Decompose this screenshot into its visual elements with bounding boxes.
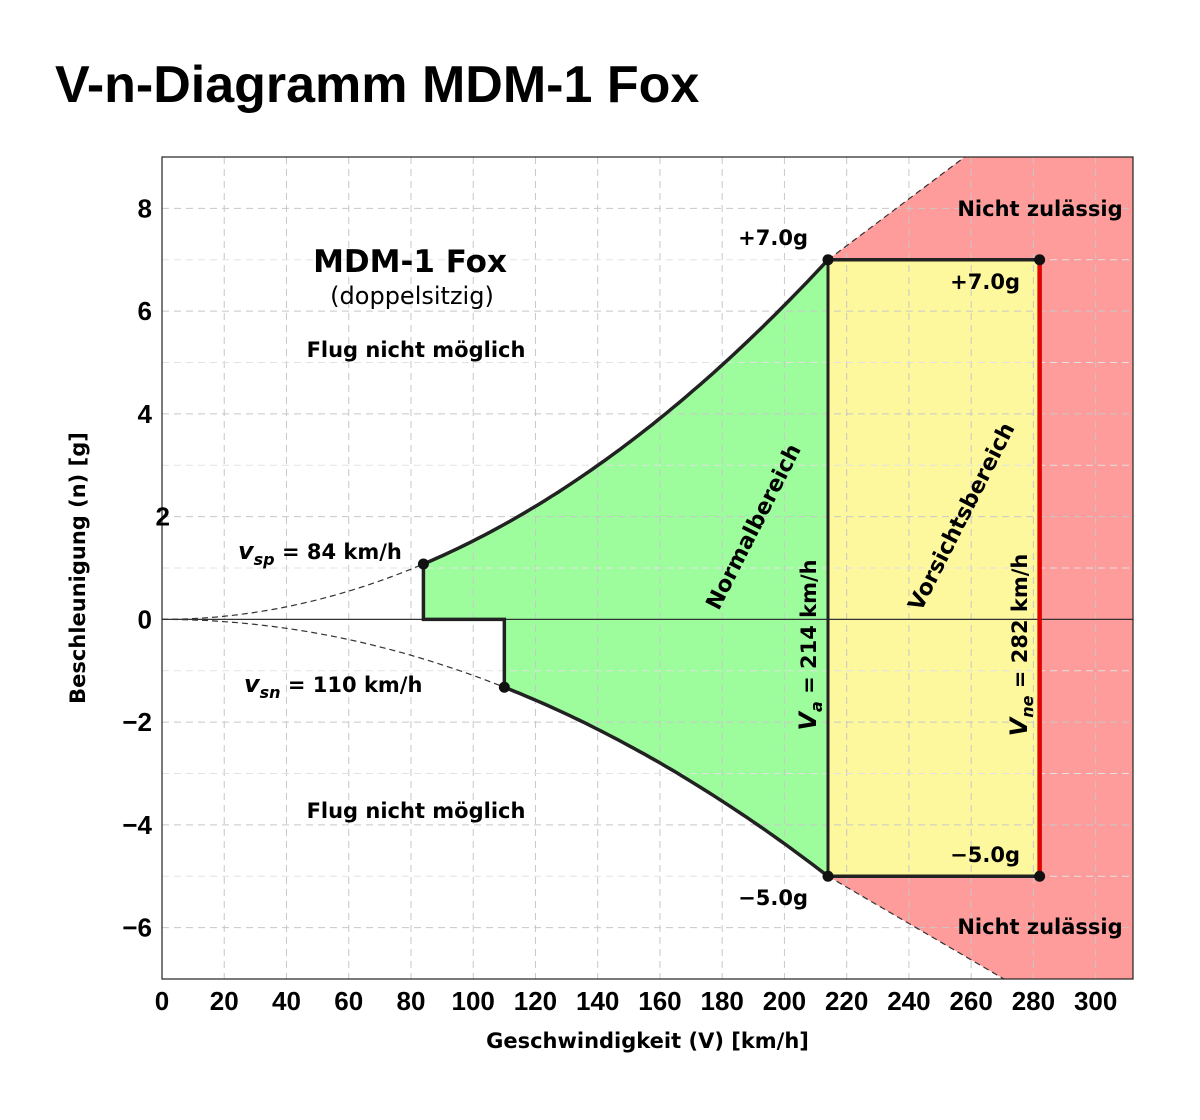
envelope-lines	[162, 157, 1133, 979]
label-vne: Vne = 282 km/h	[1005, 554, 1037, 737]
x-tick-label: 260	[949, 986, 992, 1016]
y-tick-label: 6	[138, 296, 152, 326]
x-tick-label: 300	[1074, 986, 1117, 1016]
x-tick-label: 0	[155, 986, 169, 1016]
region-label-no-flight-top: Flug nicht möglich	[307, 338, 526, 362]
label-n-neg-right: −5.0g	[950, 843, 1020, 867]
page-title: V-n-Diagramm MDM-1 Fox	[55, 56, 700, 114]
stall-step	[421, 563, 507, 688]
point-vne-neg	[1034, 870, 1046, 882]
label-vsn: vsn = 110 km/h	[244, 670, 422, 702]
region-label-not-allowed-top: Nicht zulässig	[957, 197, 1122, 221]
point-vsp	[417, 558, 429, 570]
x-tick-labels: 0 20 40 60 80 100 120 140 160 180 200 220 240 260 280 3…	[155, 986, 1118, 1016]
stall-curve-positive	[422, 258, 830, 566]
x-tick-label: 240	[887, 986, 930, 1016]
label-vne-value: = 282 km/h	[1008, 554, 1032, 696]
stall-line-positive-dashed	[162, 563, 424, 620]
x-tick-label: 120	[514, 986, 557, 1016]
stall-curve-negative	[503, 685, 830, 878]
x-tick-label: 80	[397, 986, 426, 1016]
y-tick-label: 0	[138, 604, 152, 634]
x-tick-label: 20	[210, 986, 239, 1016]
point-va-pos	[822, 254, 834, 266]
x-tick-label: 200	[763, 986, 806, 1016]
label-va: Va = 214 km/h	[794, 559, 826, 730]
label-n-pos-right: +7.0g	[950, 270, 1020, 294]
label-vne-symbol: V	[1005, 715, 1033, 736]
label-va-value: = 214 km/h	[797, 559, 821, 701]
annotations: Geschwindigkeit (V) [km/h] Beschleunigung…	[66, 197, 1123, 1053]
y-axis-label: Beschleunigung (n) [g]	[66, 432, 90, 704]
point-va-neg	[822, 870, 834, 882]
x-tick-label: 160	[638, 986, 681, 1016]
stall-line-negative-dashed	[162, 618, 505, 688]
x-tick-label: 180	[700, 986, 743, 1016]
aircraft-name: MDM-1 Fox	[313, 244, 507, 280]
label-vsp-subscript: sp	[254, 550, 275, 569]
point-vsn	[498, 681, 510, 693]
label-vsn-value: = 110 km/h	[281, 673, 423, 697]
x-tick-label: 280	[1012, 986, 1055, 1016]
y-tick-label: −4	[122, 810, 152, 840]
label-va-subscript: a	[807, 701, 826, 712]
label-n-neg-left: −5.0g	[738, 886, 808, 910]
x-tick-label: 220	[825, 986, 868, 1016]
x-tick-label: 40	[272, 986, 301, 1016]
plot-frame	[161, 156, 1134, 980]
point-vne-pos	[1034, 254, 1046, 266]
grid	[162, 157, 1133, 979]
label-vsp: vsp = 84 km/h	[238, 537, 402, 569]
x-tick-label: 100	[452, 986, 495, 1016]
label-vsn-symbol: v	[244, 670, 261, 698]
label-vsn-subscript: sn	[260, 683, 281, 702]
label-vsp-value: = 84 km/h	[275, 540, 402, 564]
y-tick-label: 8	[138, 193, 152, 223]
label-vsp-symbol: v	[238, 537, 255, 565]
x-axis-label: Geschwindigkeit (V) [km/h]	[486, 1029, 809, 1053]
aircraft-variant: (doppelsitzig)	[330, 282, 494, 310]
x-tick-label: 60	[334, 986, 363, 1016]
x-tick-label: 140	[576, 986, 619, 1016]
region-label-not-allowed-bottom: Nicht zulässig	[957, 915, 1122, 939]
y-tick-label: 2	[156, 502, 170, 532]
label-va-symbol: V	[794, 710, 822, 731]
limit-line-negative-dashed	[827, 875, 1005, 979]
y-tick-label: −6	[122, 913, 152, 943]
label-vne-subscript: ne	[1018, 695, 1037, 717]
label-n-pos-left: +7.0g	[738, 226, 808, 250]
y-tick-label: 4	[138, 399, 153, 429]
region-label-no-flight-bottom: Flug nicht möglich	[307, 799, 526, 823]
y-tick-labels: 8 6 4 2 0 −2 −4 −6	[122, 193, 170, 942]
y-tick-label: −2	[122, 707, 152, 737]
limit-line-positive-dashed	[827, 157, 966, 261]
